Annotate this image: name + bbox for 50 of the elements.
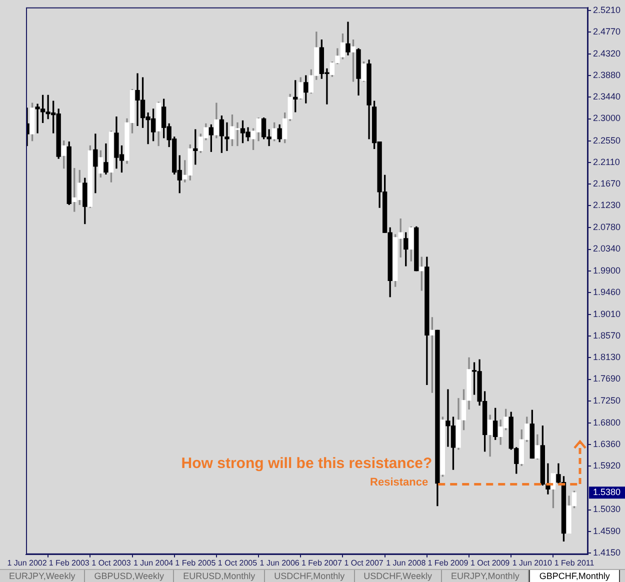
text: USDCHF,Weekly	[354, 570, 442, 582]
x-tick-label: 1 Oct 2003	[92, 558, 132, 568]
y-tick-label: 1.5030	[593, 504, 621, 514]
y-tick-label: 1.9010	[593, 308, 621, 319]
y-tick-label: 1.7250	[593, 395, 621, 406]
y-tick-label: 1.8570	[593, 330, 621, 341]
x-tick-label: 1 Jun 2002	[7, 558, 48, 568]
annotation: 1.5380	[593, 487, 621, 498]
x-tick-label: 1 Oct 2005	[218, 558, 258, 568]
y-tick-label: 1.5920	[593, 460, 621, 471]
y-tick-label: 1.8130	[593, 352, 621, 362]
y-tick-label: 1.6800	[593, 417, 621, 428]
x-tick-label: 1 Jun 2004	[134, 558, 174, 568]
x-tick-label: 1 Feb 2007	[301, 558, 342, 568]
y-tick-label: 1.7690	[593, 374, 621, 384]
x-tick-label: 1 Jun 2008	[386, 558, 426, 568]
y-tick-label: 2.5210	[593, 4, 621, 15]
y-tick-label: 2.3880	[593, 70, 621, 80]
y-tick-label: 1.9900	[593, 265, 621, 276]
text: GBPUSD,Weekly	[85, 570, 174, 582]
text: USDCHF,Monthly	[265, 570, 355, 582]
annotation: How strong will be this resistance?	[181, 455, 432, 472]
x-tick-label: 1 Jun 2006	[260, 558, 300, 568]
y-tick-label: 2.2550	[593, 135, 621, 146]
y-tick-label: 2.4770	[593, 26, 621, 36]
text: GBPCHF,Monthly	[529, 570, 620, 582]
y-tick-label: 2.0780	[593, 222, 621, 232]
y-tick-label: 2.1670	[593, 178, 621, 188]
candlestick	[224, 122, 230, 151]
y-tick-label: 1.4150	[593, 547, 621, 558]
x-tick-label: 1 Oct 2009	[470, 558, 510, 568]
x-tick-label: 1 Oct 2007	[344, 558, 384, 568]
x-tick-label: 1 Feb 2009	[428, 558, 469, 568]
y-tick-label: 2.2110	[593, 156, 620, 167]
y-tick-label: 2.4320	[593, 48, 621, 58]
series-label: Resistance	[370, 476, 428, 488]
y-tick-label: 1.4590	[593, 526, 621, 536]
x-tick-label: 1 Feb 2003	[48, 558, 90, 568]
text: EURJPY,Weekly	[0, 570, 86, 582]
y-tick-label: 2.0340	[593, 244, 621, 254]
y-tick-label: 1.9460	[593, 286, 621, 297]
y-tick-label: 2.3000	[593, 113, 621, 124]
text: EURJPY,Monthly	[442, 570, 530, 582]
text: EURUSD,Monthly	[174, 570, 266, 582]
x-tick-label: 1 Jun 2010	[512, 558, 552, 568]
x-tick-label: 1 Feb 2005	[175, 558, 216, 568]
y-tick-label: 2.1230	[593, 200, 621, 210]
y-tick-label: 2.3440	[593, 92, 621, 102]
x-tick-label: 1 Feb 2011	[554, 558, 595, 568]
y-tick-label: 1.6360	[593, 438, 621, 449]
